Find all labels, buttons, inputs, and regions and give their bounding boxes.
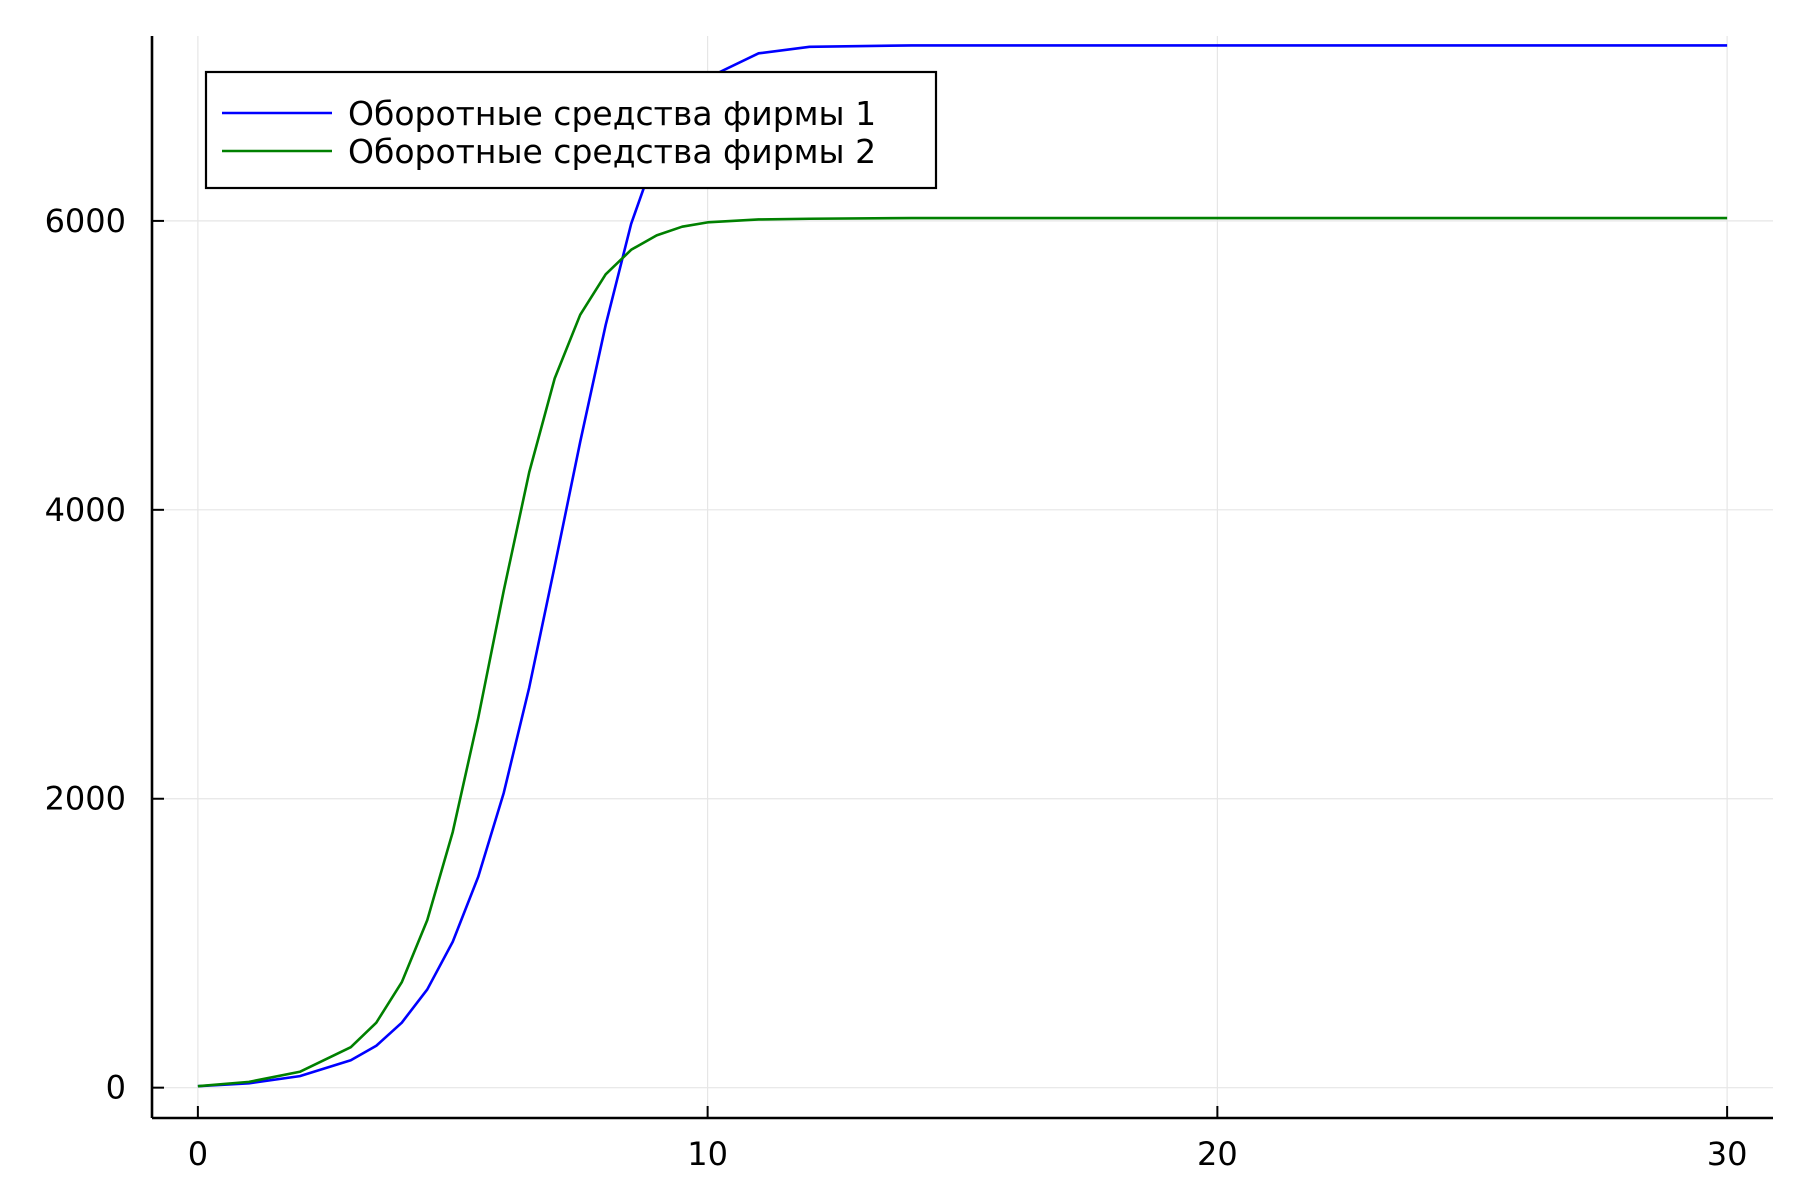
- x-tick-label: 30: [1707, 1135, 1748, 1173]
- y-tick-label: 6000: [45, 202, 126, 240]
- series-line-1: [197, 44, 1728, 1088]
- legend-box: [204, 70, 938, 190]
- axes: [150, 36, 1773, 1120]
- y-tick-label: 4000: [45, 491, 126, 529]
- tick-labels: 0 10 20 30 0 2000 4000 6000: [45, 202, 1748, 1173]
- legend-label-2: Оборотные средства фирмы 2: [348, 132, 876, 171]
- grid: [152, 36, 1773, 1118]
- x-tick-label: 10: [687, 1135, 728, 1173]
- series-lines: [197, 44, 1728, 1088]
- legend-label-1: Оборотные средства фирмы 1: [348, 94, 876, 133]
- y-tick-label: 0: [106, 1069, 126, 1107]
- x-tick-label: 20: [1197, 1135, 1238, 1173]
- series-line-2: [197, 216, 1728, 1088]
- y-tick-label: 2000: [45, 780, 126, 818]
- x-tick-label: 0: [188, 1135, 208, 1173]
